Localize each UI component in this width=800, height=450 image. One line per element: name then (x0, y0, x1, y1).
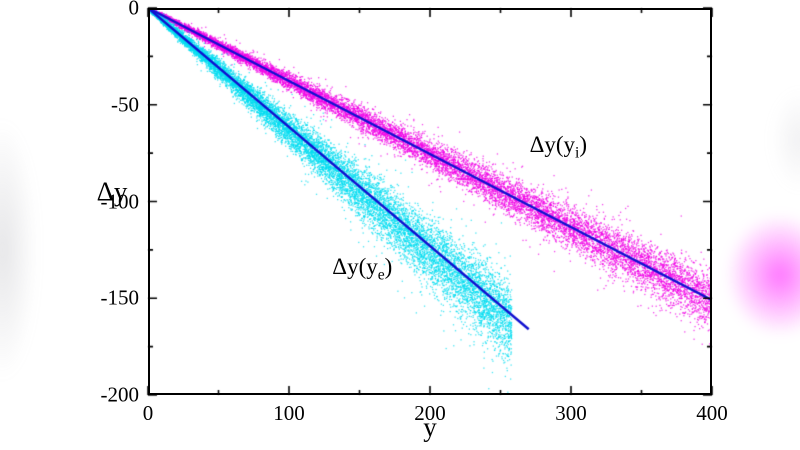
y-tick-label: 0 (128, 0, 140, 20)
series-label-delta-y-of-y-e: Δy(ye) (332, 254, 393, 283)
annotation-text-close: ) (579, 132, 588, 158)
x-tick-label: 400 (696, 401, 728, 425)
annotation-subscript: i (575, 144, 580, 162)
annotation-text: Δy(y (529, 132, 576, 158)
x-axis-label: y (423, 412, 437, 442)
plot-frame (148, 8, 712, 395)
y-tick-label: -200 (100, 382, 140, 407)
y-axis-label: Δy (96, 176, 128, 207)
y-tick-label: -50 (111, 92, 139, 117)
y-tick-label: -100 (100, 189, 140, 213)
x-tick-label: 100 (273, 401, 305, 425)
annotation-text: Δy(y (332, 254, 378, 280)
y-tick-label: -150 (100, 285, 140, 310)
x-tick-label: 0 (142, 401, 154, 425)
x-tick-label: 300 (555, 401, 587, 425)
x-tick-label: 200 (414, 401, 446, 425)
annotation-text-close: ) (384, 254, 393, 280)
series-label-delta-y-of-y-i: Δy(yi) (529, 132, 588, 161)
annotation-subscript: e (377, 266, 385, 284)
